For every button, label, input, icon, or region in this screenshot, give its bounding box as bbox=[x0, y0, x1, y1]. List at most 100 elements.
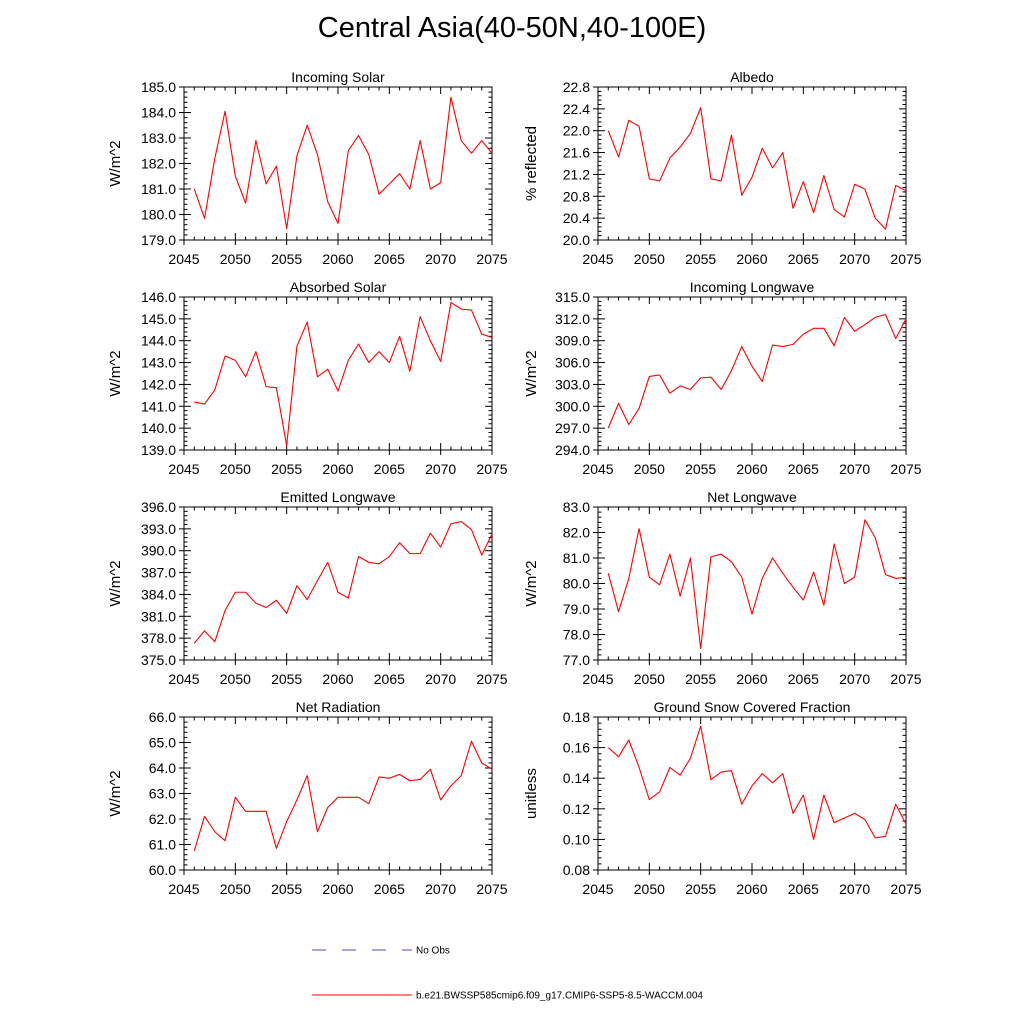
y-axis-label: unitless bbox=[523, 768, 540, 819]
y-tick-label: 381.0 bbox=[141, 608, 176, 624]
y-tick-label: 300.0 bbox=[555, 398, 590, 414]
x-tick-label: 2075 bbox=[890, 881, 921, 897]
x-tick-label: 2050 bbox=[634, 671, 665, 687]
plot-frame bbox=[183, 86, 493, 241]
panel-incoming-longwave: Incoming Longwave 294.0 297.0 300.0 303.0 306… bbox=[523, 279, 922, 477]
panel-absorbed-solar: Absorbed Solar 139.0 140.0 141.0 142.0 143.0 1… bbox=[107, 279, 508, 477]
x-tick-label: 2060 bbox=[736, 671, 767, 687]
y-tick-label: 77.0 bbox=[563, 652, 590, 668]
y-tick-label: 83.0 bbox=[563, 499, 590, 515]
y-tick-label: 80.0 bbox=[563, 576, 590, 592]
panel-net-longwave: Net Longwave 77.0 78.0 79.0 80.0 81.0 82.0 83.0… bbox=[523, 489, 922, 687]
series-line-absorbed-solar bbox=[194, 301, 493, 447]
x-tick-label: 2070 bbox=[425, 671, 456, 687]
y-tick-label: 390.0 bbox=[141, 543, 176, 559]
series-line-net-longwave bbox=[607, 519, 907, 650]
y-tick-label: 60.0 bbox=[149, 862, 176, 878]
y-tick-label: 375.0 bbox=[141, 652, 176, 668]
y-tick-label: 65.0 bbox=[149, 735, 176, 751]
x-tick-label: 2045 bbox=[582, 671, 613, 687]
x-tick-label: 2065 bbox=[788, 881, 819, 897]
x-tick-label: 2065 bbox=[374, 881, 405, 897]
legend-label: b.e21.BWSSP585cmip6.f09_g17.CMIP6-SSP5-8… bbox=[416, 991, 703, 1002]
y-tick-label: 183.0 bbox=[141, 130, 176, 146]
y-tick-label: 78.0 bbox=[563, 627, 590, 643]
y-tick-label: 144.0 bbox=[141, 333, 176, 349]
y-tick-label: 297.0 bbox=[555, 420, 590, 436]
x-tick-label: 2065 bbox=[788, 671, 819, 687]
y-axis-label: W/m^2 bbox=[107, 560, 124, 606]
panel-emitted-longwave: Emitted Longwave 375.0 378.0 381.0 384.0 387.… bbox=[107, 489, 508, 687]
x-tick-label: 2045 bbox=[168, 671, 199, 687]
x-tick-label: 2070 bbox=[425, 461, 456, 477]
legend-label: No Obs bbox=[416, 946, 450, 957]
panel-ground-snow-covered-fraction: Ground Snow Covered Fraction 0.08 0.10 0.12… bbox=[523, 699, 922, 897]
x-tick-label: 2070 bbox=[425, 251, 456, 267]
panel-net-radiation: Net Radiation 60.0 61.0 62.0 63.0 64.0 65.0 66.… bbox=[107, 699, 508, 897]
x-tick-label: 2065 bbox=[374, 251, 405, 267]
series-line-emitted-longwave bbox=[193, 521, 493, 644]
x-tick-label: 2075 bbox=[476, 671, 507, 687]
y-tick-label: 309.0 bbox=[555, 333, 590, 349]
y-tick-label: 63.0 bbox=[149, 786, 176, 802]
y-tick-label: 0.12 bbox=[563, 801, 590, 817]
panel-title: Albedo bbox=[730, 69, 774, 85]
series-line-incoming-longwave bbox=[607, 313, 907, 429]
x-tick-label: 2050 bbox=[634, 251, 665, 267]
y-tick-label: 387.0 bbox=[141, 565, 176, 581]
series-line-incoming-solar bbox=[193, 96, 493, 230]
x-tick-label: 2075 bbox=[890, 461, 921, 477]
y-tick-label: 21.6 bbox=[563, 145, 590, 161]
x-tick-label: 2065 bbox=[374, 461, 405, 477]
x-tick-label: 2070 bbox=[425, 881, 456, 897]
x-tick-label: 2045 bbox=[582, 881, 613, 897]
x-tick-label: 2050 bbox=[220, 671, 251, 687]
plot-frame bbox=[597, 86, 907, 241]
x-tick-label: 2060 bbox=[322, 461, 353, 477]
panel-title: Emitted Longwave bbox=[280, 489, 395, 505]
x-tick-label: 2055 bbox=[685, 461, 716, 477]
y-tick-label: 0.14 bbox=[563, 770, 590, 786]
y-axis-label: W/m^2 bbox=[523, 350, 540, 396]
x-tick-label: 2060 bbox=[322, 671, 353, 687]
y-tick-label: 179.0 bbox=[141, 232, 176, 248]
panel-albedo: Albedo 20.0 20.4 20.8 21.2 21.6 22.0 22.4 22.8 20… bbox=[523, 69, 922, 267]
y-tick-label: 303.0 bbox=[555, 376, 590, 392]
x-tick-label: 2060 bbox=[736, 881, 767, 897]
y-tick-label: 396.0 bbox=[141, 499, 176, 515]
x-tick-label: 2050 bbox=[220, 251, 251, 267]
series-line-ground-snow-covered-fraction bbox=[607, 725, 907, 840]
y-axis-label: W/m^2 bbox=[107, 350, 124, 396]
y-tick-label: 181.0 bbox=[141, 181, 176, 197]
panel-title: Incoming Solar bbox=[291, 69, 385, 85]
x-tick-label: 2045 bbox=[168, 461, 199, 477]
panel-title: Incoming Longwave bbox=[690, 279, 815, 295]
x-tick-label: 2060 bbox=[736, 461, 767, 477]
x-tick-label: 2055 bbox=[685, 671, 716, 687]
y-axis-label: % reflected bbox=[523, 126, 540, 201]
x-tick-label: 2045 bbox=[168, 881, 199, 897]
y-tick-label: 21.2 bbox=[563, 166, 590, 182]
x-tick-label: 2055 bbox=[271, 881, 302, 897]
y-tick-label: 20.8 bbox=[563, 188, 590, 204]
y-tick-label: 0.18 bbox=[563, 709, 590, 725]
x-tick-label: 2065 bbox=[788, 251, 819, 267]
y-tick-label: 140.0 bbox=[141, 420, 176, 436]
x-tick-label: 2050 bbox=[220, 461, 251, 477]
y-tick-label: 182.0 bbox=[141, 156, 176, 172]
y-tick-label: 22.0 bbox=[563, 123, 590, 139]
x-tick-label: 2055 bbox=[271, 461, 302, 477]
y-tick-label: 184.0 bbox=[141, 105, 176, 121]
x-tick-label: 2075 bbox=[476, 461, 507, 477]
y-tick-label: 22.8 bbox=[563, 79, 590, 95]
y-axis-label: W/m^2 bbox=[107, 140, 124, 186]
y-tick-label: 185.0 bbox=[141, 79, 176, 95]
y-tick-label: 139.0 bbox=[141, 442, 176, 458]
x-tick-label: 2045 bbox=[582, 461, 613, 477]
x-tick-label: 2070 bbox=[839, 671, 870, 687]
panel-title: Net Longwave bbox=[707, 489, 797, 505]
x-tick-label: 2075 bbox=[890, 251, 921, 267]
x-tick-label: 2075 bbox=[890, 671, 921, 687]
y-axis-label: W/m^2 bbox=[523, 560, 540, 606]
x-tick-label: 2055 bbox=[271, 251, 302, 267]
